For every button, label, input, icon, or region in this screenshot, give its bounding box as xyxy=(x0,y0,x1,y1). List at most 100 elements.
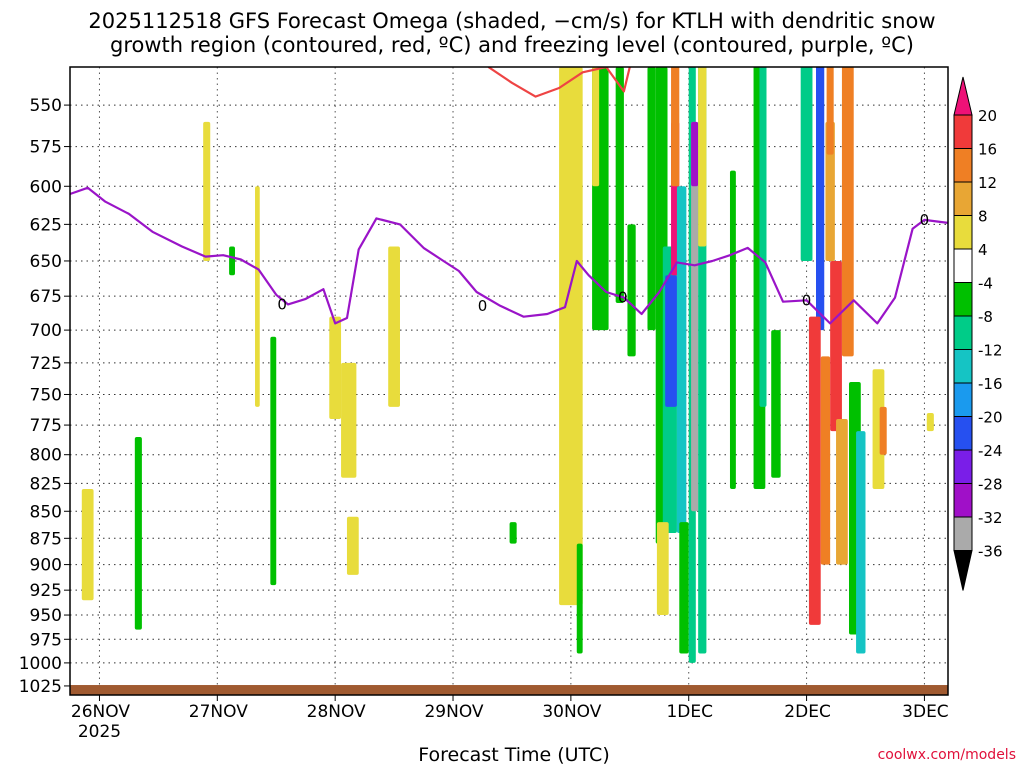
colorbar-bin xyxy=(953,114,973,149)
y-tick-label: 750 xyxy=(30,385,62,405)
x-tick-label: 2DEC xyxy=(784,702,831,722)
omega-cell xyxy=(926,412,934,432)
omega-cell xyxy=(134,437,142,630)
colorbar-bin xyxy=(953,248,973,283)
colorbar-bin xyxy=(953,148,973,183)
colorbar-bin xyxy=(953,516,973,551)
omega-cell xyxy=(341,362,357,478)
colorbar: 20 16 12 8 4 -4 -8 -12 -16 -20 -24 -28 -32 -36 xyxy=(953,76,1003,591)
omega-cell xyxy=(825,121,835,261)
colorbar-tick-label: 8 xyxy=(978,208,988,226)
omega-cell xyxy=(559,67,583,606)
omega-cell xyxy=(679,522,689,654)
y-tick-label: 875 xyxy=(30,529,62,549)
omega-cell xyxy=(329,316,342,420)
omega-cell xyxy=(856,431,866,654)
y-axis: 550 575 600 625 650 675 700 725 750 775 800 825 850 8… xyxy=(19,96,70,697)
omega-cell xyxy=(800,67,813,261)
omega-cell xyxy=(615,67,624,304)
omega-cell xyxy=(676,186,687,533)
chart-title-line-2: growth region (contoured, red, ºC) and f… xyxy=(110,33,914,57)
y-tick-label: 675 xyxy=(30,287,62,307)
omega-cell xyxy=(691,121,699,512)
colorbar-bin xyxy=(953,315,973,350)
colorbar-tick-label: -32 xyxy=(978,509,1003,527)
colorbar-bin xyxy=(953,416,973,451)
colorbar-tick-label: 20 xyxy=(978,107,997,125)
y-tick-label: 625 xyxy=(30,215,62,235)
colorbar-tick-label: -16 xyxy=(978,375,1003,393)
omega-cell xyxy=(879,406,887,455)
colorbar-tick-label: -4 xyxy=(978,275,993,293)
contour-lines: 0 0 0 0 0 xyxy=(70,67,948,325)
y-tick-label: 925 xyxy=(30,581,62,601)
omega-cell xyxy=(647,67,656,331)
y-tick-label: 1025 xyxy=(19,677,62,697)
omega-cell xyxy=(665,275,677,407)
colorbar-tick-label: -12 xyxy=(978,342,1003,360)
omega-cell xyxy=(836,419,848,565)
chart-title-line-1: 2025112518 GFS Forecast Omega (shaded, −… xyxy=(88,9,936,33)
y-tick-label: 700 xyxy=(30,321,62,341)
x-axis-title: Forecast Time (UTC) xyxy=(418,744,610,766)
omega-cell xyxy=(698,67,707,247)
omega-cell xyxy=(729,170,736,490)
omega-cell xyxy=(656,522,669,616)
y-tick-label: 725 xyxy=(30,354,62,374)
freezing-level-contour-label: 0 xyxy=(802,291,812,309)
colorbar-bin xyxy=(953,382,973,417)
omega-cell xyxy=(808,316,821,625)
omega-cell xyxy=(203,121,211,261)
y-tick-label: 800 xyxy=(30,446,62,466)
omega-cell xyxy=(346,516,359,575)
colorbar-tick-label: 16 xyxy=(978,141,997,159)
y-tick-label: 900 xyxy=(30,556,62,576)
y-tick-label: 1000 xyxy=(19,654,62,674)
colorbar-tick-label: -28 xyxy=(978,476,1003,494)
freezing-level-contour-label: 0 xyxy=(277,295,287,313)
colorbar-tick-label: -24 xyxy=(978,442,1003,460)
colorbar-bin xyxy=(953,181,973,216)
omega-cell xyxy=(509,522,517,544)
y-tick-label: 550 xyxy=(30,96,62,116)
omega-cell xyxy=(830,260,842,432)
omega-cell xyxy=(816,67,825,331)
x-tick-label: 27NOV xyxy=(189,702,248,722)
colorbar-tick-label: -20 xyxy=(978,409,1003,427)
colorbar-tick-label: 12 xyxy=(978,174,997,192)
freezing-level-contour-label: 0 xyxy=(478,297,488,315)
y-tick-label: 950 xyxy=(30,606,62,626)
omega-cell xyxy=(691,121,699,187)
y-tick-label: 775 xyxy=(30,416,62,436)
omega-cell xyxy=(771,330,781,478)
ground-fill xyxy=(70,685,948,695)
y-tick-label: 825 xyxy=(30,474,62,494)
omega-cell xyxy=(81,489,94,601)
omega-cell xyxy=(255,186,260,407)
omega-cell xyxy=(388,246,400,407)
freezing-level-contour-label: 0 xyxy=(920,211,930,229)
omega-cell xyxy=(229,246,235,276)
omega-cell xyxy=(841,67,854,357)
colorbar-bin xyxy=(953,550,973,591)
omega-cell xyxy=(576,543,583,654)
y-tick-label: 575 xyxy=(30,138,62,158)
omega-cell xyxy=(627,224,636,357)
omega-cell xyxy=(270,336,277,586)
plot-frame xyxy=(69,66,949,696)
y-tick-label: 850 xyxy=(30,502,62,522)
dendritic-growth-line xyxy=(487,67,631,98)
x-tick-label: 3DEC xyxy=(902,702,949,722)
omega-cell xyxy=(872,369,885,490)
y-tick-label: 600 xyxy=(30,177,62,197)
omega-cell xyxy=(759,67,767,407)
colorbar-bin xyxy=(953,483,973,518)
x-tick-label: 28NOV xyxy=(307,702,366,722)
ground-surface xyxy=(70,685,948,695)
omega-cell xyxy=(592,67,600,187)
colorbar-bin xyxy=(953,215,973,250)
colorbar-bin xyxy=(953,349,973,384)
x-tick-label: 30NOV xyxy=(542,702,601,722)
source-credit: coolwx.com/models xyxy=(877,747,1016,763)
